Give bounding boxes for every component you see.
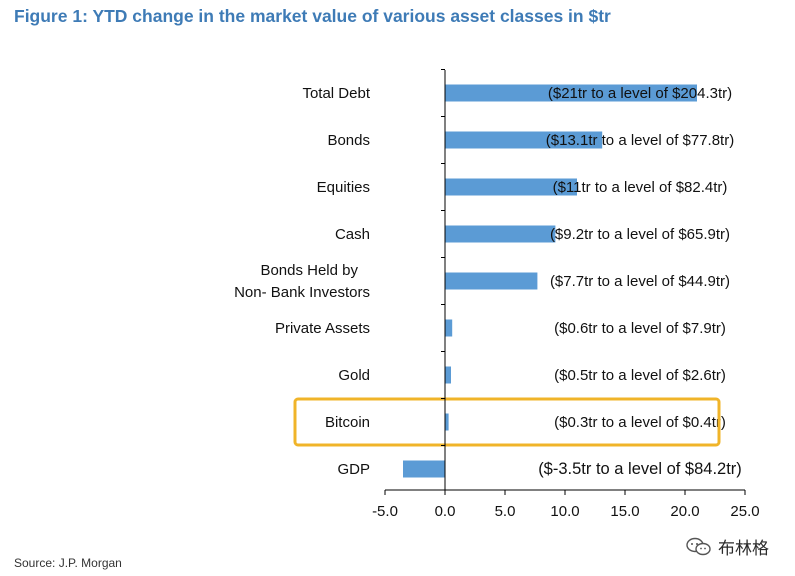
- data-label: ($0.5tr to a level of $2.6tr): [554, 367, 726, 384]
- bar: [445, 131, 603, 149]
- category-label: GDP: [337, 461, 370, 478]
- bar: [445, 178, 577, 196]
- category-label: Gold: [338, 367, 370, 384]
- category-label: Bonds: [327, 132, 370, 149]
- bar: [445, 84, 697, 102]
- highlight-box: [293, 397, 721, 447]
- data-label: ($9.2tr to a level of $65.9tr): [550, 226, 730, 243]
- watermark: 布林格: [686, 534, 769, 559]
- bar: [403, 460, 445, 478]
- x-tick-label: 15.0: [610, 503, 639, 520]
- x-tick-label: 0.0: [435, 503, 456, 520]
- data-label: ($21tr to a level of $204.3tr): [548, 85, 732, 102]
- category-label: Private Assets: [275, 320, 370, 337]
- bar: [445, 272, 538, 290]
- bar: [445, 225, 556, 243]
- data-label: ($7.7tr to a level of $44.9tr): [550, 273, 730, 290]
- x-tick-label: 10.0: [550, 503, 579, 520]
- source-note: Source: J.P. Morgan: [14, 556, 122, 570]
- category-label: Total Debt: [302, 85, 370, 102]
- bar: [445, 366, 451, 384]
- bar: [445, 319, 453, 337]
- category-label: Bonds Held by Non- Bank Investors: [234, 262, 370, 301]
- data-label: ($11tr to a level of $82.4tr): [553, 179, 728, 196]
- watermark-text: 布林格: [718, 539, 769, 558]
- bar: [445, 413, 449, 431]
- category-label: Bitcoin: [325, 414, 370, 431]
- x-tick-label: 20.0: [670, 503, 699, 520]
- chart-title: Figure 1: YTD change in the market value…: [14, 6, 611, 26]
- chat-bubbles-icon: [686, 537, 711, 555]
- data-label: ($0.6tr to a level of $7.9tr): [554, 320, 726, 337]
- data-label: ($0.3tr to a level of $0.4tr): [554, 414, 726, 431]
- x-tick-label: -5.0: [372, 503, 398, 520]
- category-label: Equities: [317, 179, 370, 196]
- data-label: ($-3.5tr to a level of $84.2tr): [538, 460, 742, 478]
- x-tick-label: 5.0: [495, 503, 516, 520]
- data-label: ($13.1tr to a level of $77.8tr): [546, 132, 734, 149]
- x-tick-label: 25.0: [730, 503, 759, 520]
- category-label: Cash: [335, 226, 370, 243]
